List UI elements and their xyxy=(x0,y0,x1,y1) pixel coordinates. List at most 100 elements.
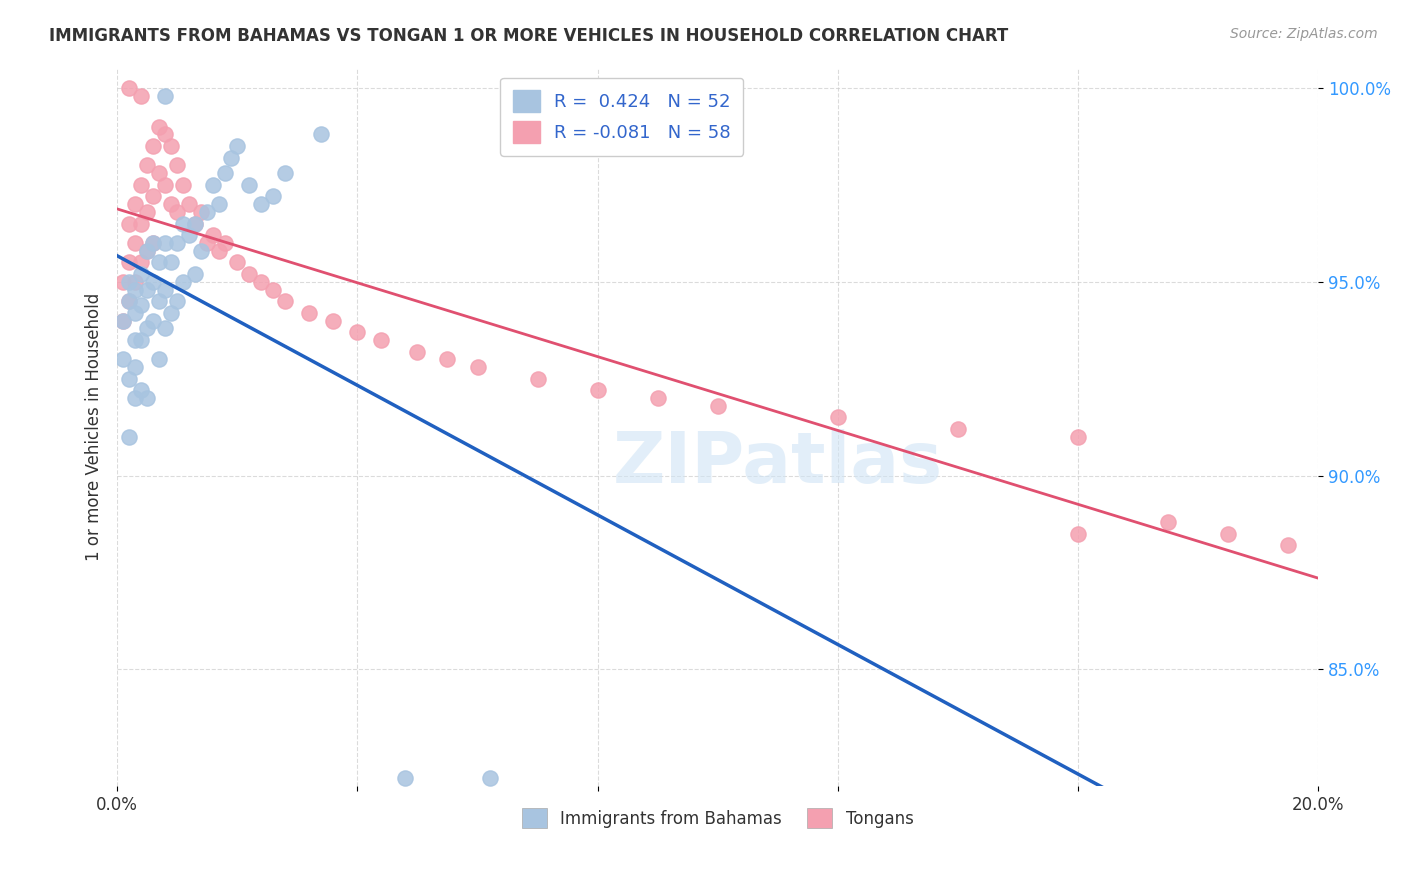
Point xyxy=(946,422,969,436)
Point xyxy=(166,205,188,219)
Point xyxy=(250,197,273,211)
Text: Source: ZipAtlas.com: Source: ZipAtlas.com xyxy=(1230,27,1378,41)
Point xyxy=(827,410,849,425)
Point xyxy=(172,275,194,289)
Point xyxy=(124,283,146,297)
Point xyxy=(274,166,297,180)
Point xyxy=(142,235,165,250)
Point xyxy=(112,313,135,327)
Point xyxy=(184,267,207,281)
Point xyxy=(129,255,152,269)
Point xyxy=(322,313,344,327)
Point xyxy=(226,139,249,153)
Point xyxy=(226,255,249,269)
Point xyxy=(214,166,236,180)
Point xyxy=(118,81,141,95)
Point xyxy=(1157,515,1180,529)
Point xyxy=(118,275,141,289)
Point xyxy=(118,294,141,309)
Point xyxy=(160,197,183,211)
Point xyxy=(155,283,177,297)
Point xyxy=(142,313,165,327)
Point xyxy=(136,283,159,297)
Point xyxy=(202,178,225,192)
Point xyxy=(124,235,146,250)
Point xyxy=(195,235,218,250)
Point xyxy=(586,384,609,398)
Point xyxy=(124,275,146,289)
Point xyxy=(148,255,170,269)
Point xyxy=(112,313,135,327)
Point xyxy=(467,359,489,374)
Point xyxy=(118,217,141,231)
Point xyxy=(155,88,177,103)
Point xyxy=(129,267,152,281)
Point xyxy=(406,344,429,359)
Point xyxy=(370,333,392,347)
Point xyxy=(1067,526,1090,541)
Point xyxy=(129,178,152,192)
Point xyxy=(208,197,231,211)
Point xyxy=(112,352,135,367)
Point xyxy=(118,255,141,269)
Y-axis label: 1 or more Vehicles in Household: 1 or more Vehicles in Household xyxy=(86,293,103,561)
Point xyxy=(129,217,152,231)
Point xyxy=(436,352,458,367)
Point xyxy=(136,244,159,258)
Point xyxy=(129,384,152,398)
Point xyxy=(166,294,188,309)
Point xyxy=(129,88,152,103)
Point xyxy=(155,128,177,142)
Point xyxy=(262,283,284,297)
Legend: Immigrants from Bahamas, Tongans: Immigrants from Bahamas, Tongans xyxy=(516,801,920,835)
Point xyxy=(166,235,188,250)
Point xyxy=(184,217,207,231)
Point xyxy=(124,391,146,405)
Point xyxy=(394,771,416,785)
Point xyxy=(1067,430,1090,444)
Point xyxy=(124,197,146,211)
Point xyxy=(250,275,273,289)
Point xyxy=(214,235,236,250)
Point xyxy=(148,352,170,367)
Point xyxy=(221,151,243,165)
Point xyxy=(166,158,188,172)
Point xyxy=(155,235,177,250)
Point xyxy=(142,275,165,289)
Point xyxy=(208,244,231,258)
Point xyxy=(148,120,170,134)
Point xyxy=(129,298,152,312)
Point xyxy=(129,333,152,347)
Point xyxy=(706,399,728,413)
Point xyxy=(184,217,207,231)
Point xyxy=(478,771,501,785)
Point xyxy=(1277,538,1299,552)
Point xyxy=(136,205,159,219)
Point xyxy=(112,275,135,289)
Point xyxy=(136,158,159,172)
Point xyxy=(172,178,194,192)
Point xyxy=(195,205,218,219)
Point xyxy=(346,325,368,339)
Point xyxy=(179,197,201,211)
Point xyxy=(155,321,177,335)
Point xyxy=(274,294,297,309)
Point xyxy=(1218,526,1240,541)
Point xyxy=(118,294,141,309)
Point xyxy=(526,372,548,386)
Point xyxy=(262,189,284,203)
Point xyxy=(172,217,194,231)
Point xyxy=(155,178,177,192)
Point xyxy=(160,139,183,153)
Point xyxy=(238,267,260,281)
Point xyxy=(148,294,170,309)
Text: ZIPatlas: ZIPatlas xyxy=(613,428,943,498)
Point xyxy=(142,139,165,153)
Point xyxy=(160,255,183,269)
Point xyxy=(136,391,159,405)
Point xyxy=(202,228,225,243)
Point xyxy=(647,391,669,405)
Point xyxy=(311,128,333,142)
Point xyxy=(190,205,212,219)
Point xyxy=(142,189,165,203)
